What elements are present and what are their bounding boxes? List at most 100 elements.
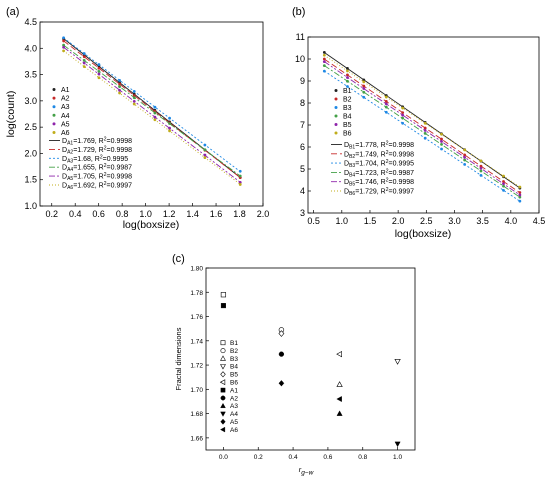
data-point [278,380,285,387]
x-tick-label: 1.8 [233,209,246,219]
fit-superscript: 2 [386,178,389,184]
x-tick-label: 2.0 [392,216,405,226]
data-point [168,126,171,130]
x-tick-label: 2.5 [420,216,433,226]
data-point [384,105,388,109]
fit-subscript: B1 [349,145,355,151]
y-tick-label: 9 [300,76,305,86]
legend-label: B1 [230,340,238,347]
y-tick-label: 1.72 [190,363,203,370]
fit-r2: =0.9998 [389,179,415,186]
legend-label: B3 [230,356,238,363]
fit-line [63,50,241,185]
data-point [238,169,242,173]
data-point [394,441,401,448]
fit-subscript: B6 [349,191,355,197]
x-tick-label: 1.0 [139,209,152,219]
fit-value: =1.746, R [355,179,386,186]
panel-c-x-axis-label: rg−w [299,465,315,477]
legend-label: B2 [230,348,238,355]
panel-c-x-ticks: 0.0 0.2 0.4 0.6 0.8 1.0 [219,447,402,461]
fit-subscript: A6 [67,185,73,191]
data-point [153,118,157,122]
data-point [322,53,326,57]
fit-r2: =0.9995 [389,161,415,168]
fit-r2: =0.9998 [107,147,133,154]
legend-marker [52,105,56,109]
data-point [336,381,343,387]
data-point [362,84,366,88]
data-point [238,183,242,186]
fit-symbol: D [62,138,67,145]
data-point [153,105,157,109]
data-point [479,166,483,170]
data-point [62,49,65,53]
fit-symbol: D [62,183,67,190]
y-tick-label: 3.0 [24,96,37,106]
data-point [346,67,349,70]
fit-value: =1.655, R [73,165,104,172]
legend-fit-label: DB1=1.778, R2=0.9998 [344,141,414,151]
data-point [463,153,467,157]
legend-marker [220,426,226,433]
legend-label: B4 [230,364,238,371]
legend-fit-label: DB2=1.749, R2=0.9998 [344,150,414,160]
y-tick-label: 7 [300,120,305,130]
fit-value: =1.705, R [73,174,104,181]
fit-line [63,46,241,183]
panel-a-label: (a) [6,6,19,18]
data-point [423,136,427,140]
x-tick-label: 0.8 [116,209,129,219]
data-point [118,91,121,95]
panel-a-y-ticks: 1.0 1.5 2.0 2.5 3.0 3.5 4.0 4.5 [24,17,43,211]
fit-symbol: D [344,179,349,186]
data-point [153,115,157,119]
fit-value: =1.778, R [355,142,386,149]
x-tick-label: 3.0 [448,216,461,226]
fit-line [324,65,521,198]
data-point [384,102,388,106]
fit-value: =1.68, R [73,156,100,163]
panel-b: (b) 0.5 1.0 1.5 2.0 2.5 3.0 3.5 4.0 4.5 3 4 5 6 7 8 9 1… [292,6,545,240]
legend-label: A2 [230,395,238,402]
panel-b-points [322,51,522,203]
fit-superscript: 2 [100,154,103,160]
data-point [62,36,65,40]
panel-b-label: (b) [292,6,305,18]
data-point [62,43,65,47]
fit-superscript: 2 [104,137,107,143]
data-point [518,199,522,203]
legend-marker [334,106,338,109]
x-tick-label: 1.0 [393,454,402,461]
y-tick-label: 3.5 [24,70,37,80]
data-point [463,162,467,166]
panel-b-y-ticks: 3 4 5 6 7 8 9 10 11 [295,32,311,218]
fit-line [63,37,241,172]
fit-value: =1.749, R [355,151,386,158]
legend-marker [334,89,338,92]
x-tick-label: 0.0 [219,454,228,461]
y-tick-label: 8 [300,98,305,108]
x-tick-label: 4.5 [533,216,546,226]
data-point [394,359,401,365]
panel-c-x-axis-label-sub: g−w [301,470,314,477]
data-point [346,85,349,88]
legend-marker [52,113,56,117]
data-point [518,191,522,194]
y-tick-label: 11 [296,32,305,42]
legend-label: A3 [61,104,70,111]
fit-superscript: 2 [104,181,107,187]
legend-label: A6 [230,427,238,434]
legend-marker [220,411,226,417]
fit-superscript: 2 [386,187,389,193]
fit-superscript: 2 [104,145,107,151]
fit-r2: =0.9998 [107,138,133,145]
legend-marker [220,340,226,346]
fit-r2: =0.9997 [107,183,133,190]
data-point [502,180,505,183]
fit-superscript: 2 [104,172,107,178]
y-tick-label: 1.68 [190,411,203,418]
fit-symbol: D [62,174,67,181]
